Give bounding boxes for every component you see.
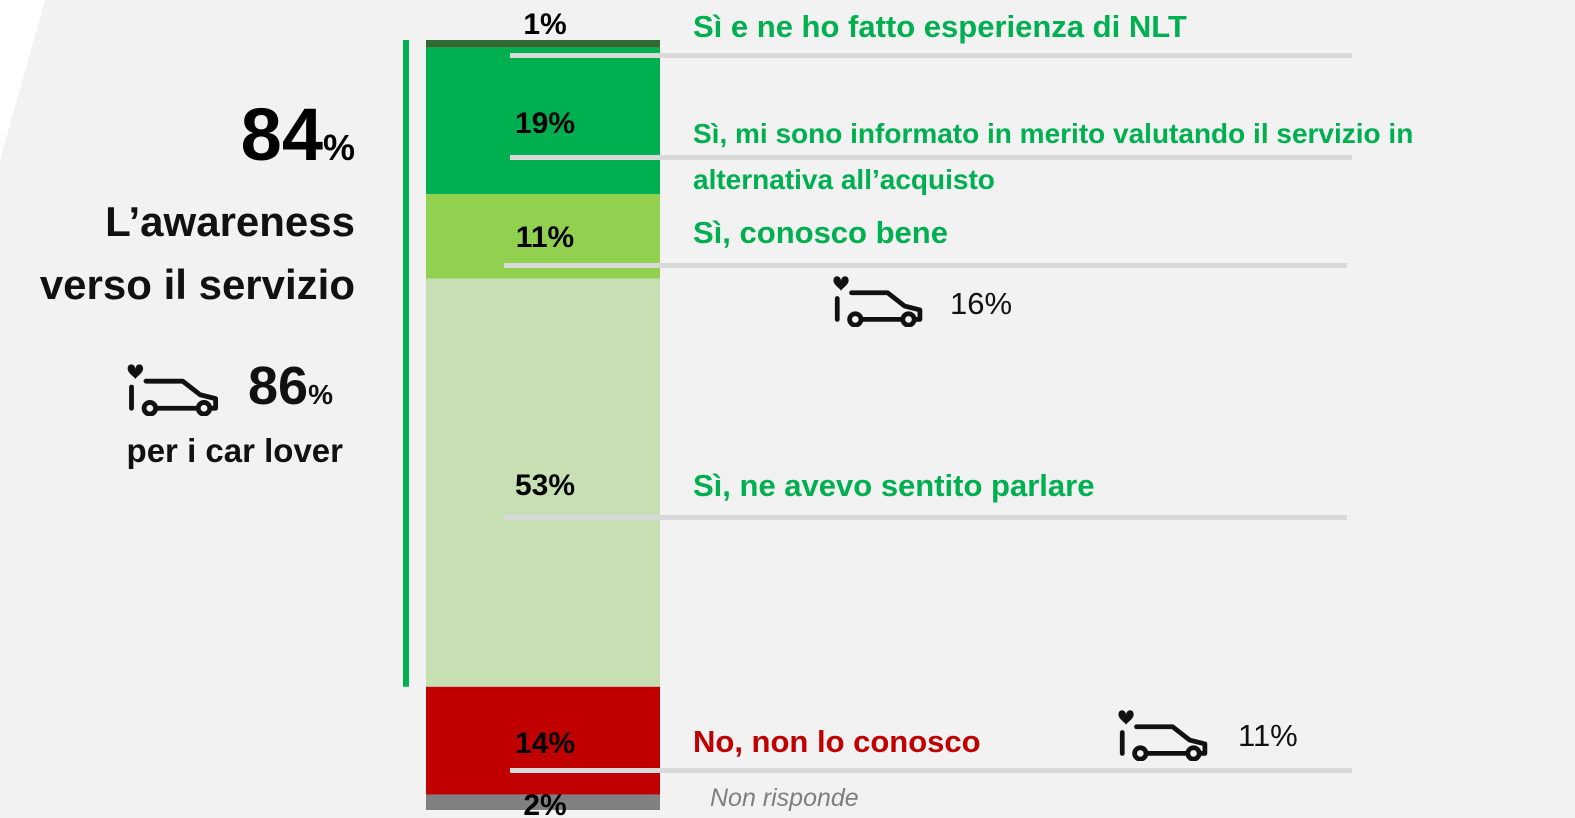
value-label: 2% — [523, 789, 567, 818]
car-lover-number: 86 — [248, 356, 309, 416]
summary-number: 84 — [240, 93, 323, 176]
category-label: Sì e ne ho fatto esperienza di NLT — [693, 9, 1187, 44]
leader-line — [510, 155, 1352, 160]
annotation: 16% — [950, 286, 1013, 321]
summary-unit: % — [322, 127, 355, 168]
car-lover-label: per i car lover — [126, 432, 343, 469]
value-label: 11% — [515, 221, 575, 254]
leader-line — [504, 515, 1347, 520]
summary-label: L’awareness verso il servizio — [39, 198, 355, 308]
value-label: 53% — [514, 469, 576, 502]
leader-line — [504, 263, 1347, 268]
category-label: Sì, conosco bene — [693, 215, 948, 250]
bar-segment — [426, 40, 660, 48]
car-icon — [128, 364, 216, 414]
annotation: 11% — [1238, 718, 1298, 753]
summary-value: 84% — [241, 92, 355, 177]
leader-line — [510, 53, 1352, 58]
value-label: 19% — [514, 107, 576, 140]
bar-segment — [426, 47, 660, 195]
bar-segment — [426, 686, 660, 795]
category-label: No, non lo conosco — [693, 724, 981, 759]
car-icon — [833, 276, 919, 325]
category-label: Sì, mi sono informato in merito valutand… — [693, 118, 1414, 195]
leader-line — [510, 768, 1352, 773]
category-label: Non risponde — [710, 784, 859, 812]
value-label: 14% — [514, 727, 576, 760]
car-lover-unit: % — [308, 379, 333, 410]
value-label: 1% — [523, 8, 567, 41]
corner-decoration — [0, 0, 45, 160]
bar-segment — [426, 278, 660, 687]
car-lover-value: 86% — [248, 355, 333, 417]
awareness-bracket — [403, 40, 409, 687]
bar-segment — [426, 794, 660, 810]
category-label: Sì, ne avevo sentito parlare — [693, 468, 1095, 503]
